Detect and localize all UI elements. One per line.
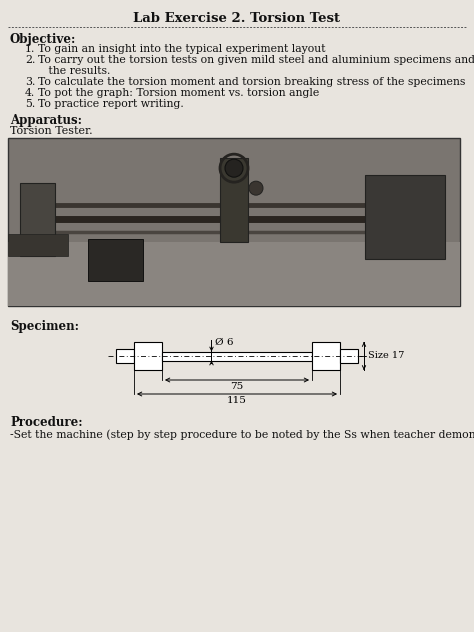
Bar: [134, 342, 162, 370]
Bar: [8, 242, 460, 306]
Text: 3.: 3.: [25, 77, 36, 87]
Circle shape: [249, 181, 263, 195]
Text: Specimen:: Specimen:: [10, 320, 79, 333]
Bar: [116, 349, 134, 363]
Text: To practice report writing.: To practice report writing.: [38, 99, 184, 109]
Bar: [8, 138, 460, 306]
Text: Ø 6: Ø 6: [216, 337, 234, 346]
Text: -Set the machine (step by step procedure to be noted by the Ss when teacher demo: -Set the machine (step by step procedure…: [10, 429, 474, 440]
Text: 1.: 1.: [25, 44, 36, 54]
Text: To pot the graph: Torsion moment vs. torsion angle: To pot the graph: Torsion moment vs. tor…: [38, 88, 319, 98]
Bar: [312, 342, 340, 370]
Bar: [340, 349, 358, 363]
Text: To gain an insight into the typical experiment layout: To gain an insight into the typical expe…: [38, 44, 326, 54]
Text: Size 17: Size 17: [368, 351, 404, 360]
Bar: [220, 158, 248, 242]
Text: To carry out the torsion tests on given mild steel and aluminium specimens and t: To carry out the torsion tests on given …: [38, 55, 474, 65]
Text: 2.: 2.: [25, 55, 36, 65]
Text: Apparatus:: Apparatus:: [10, 114, 82, 127]
Bar: [20, 183, 55, 255]
Text: Procedure:: Procedure:: [10, 416, 82, 429]
Bar: [8, 234, 68, 255]
Text: 5.: 5.: [25, 99, 35, 109]
Text: Objective:: Objective:: [10, 33, 76, 46]
Text: To calculate the torsion moment and torsion breaking stress of the specimens: To calculate the torsion moment and tors…: [38, 77, 465, 87]
Circle shape: [225, 159, 243, 177]
Text: the results.: the results.: [38, 66, 110, 76]
Text: Torsion Tester.: Torsion Tester.: [10, 126, 92, 136]
Bar: [162, 351, 312, 360]
Text: 75: 75: [230, 382, 244, 391]
Text: 115: 115: [227, 396, 247, 405]
Text: Lab Exercise 2. Torsion Test: Lab Exercise 2. Torsion Test: [134, 12, 340, 25]
Text: 4.: 4.: [25, 88, 35, 98]
Bar: [88, 239, 143, 281]
Bar: [365, 175, 445, 259]
